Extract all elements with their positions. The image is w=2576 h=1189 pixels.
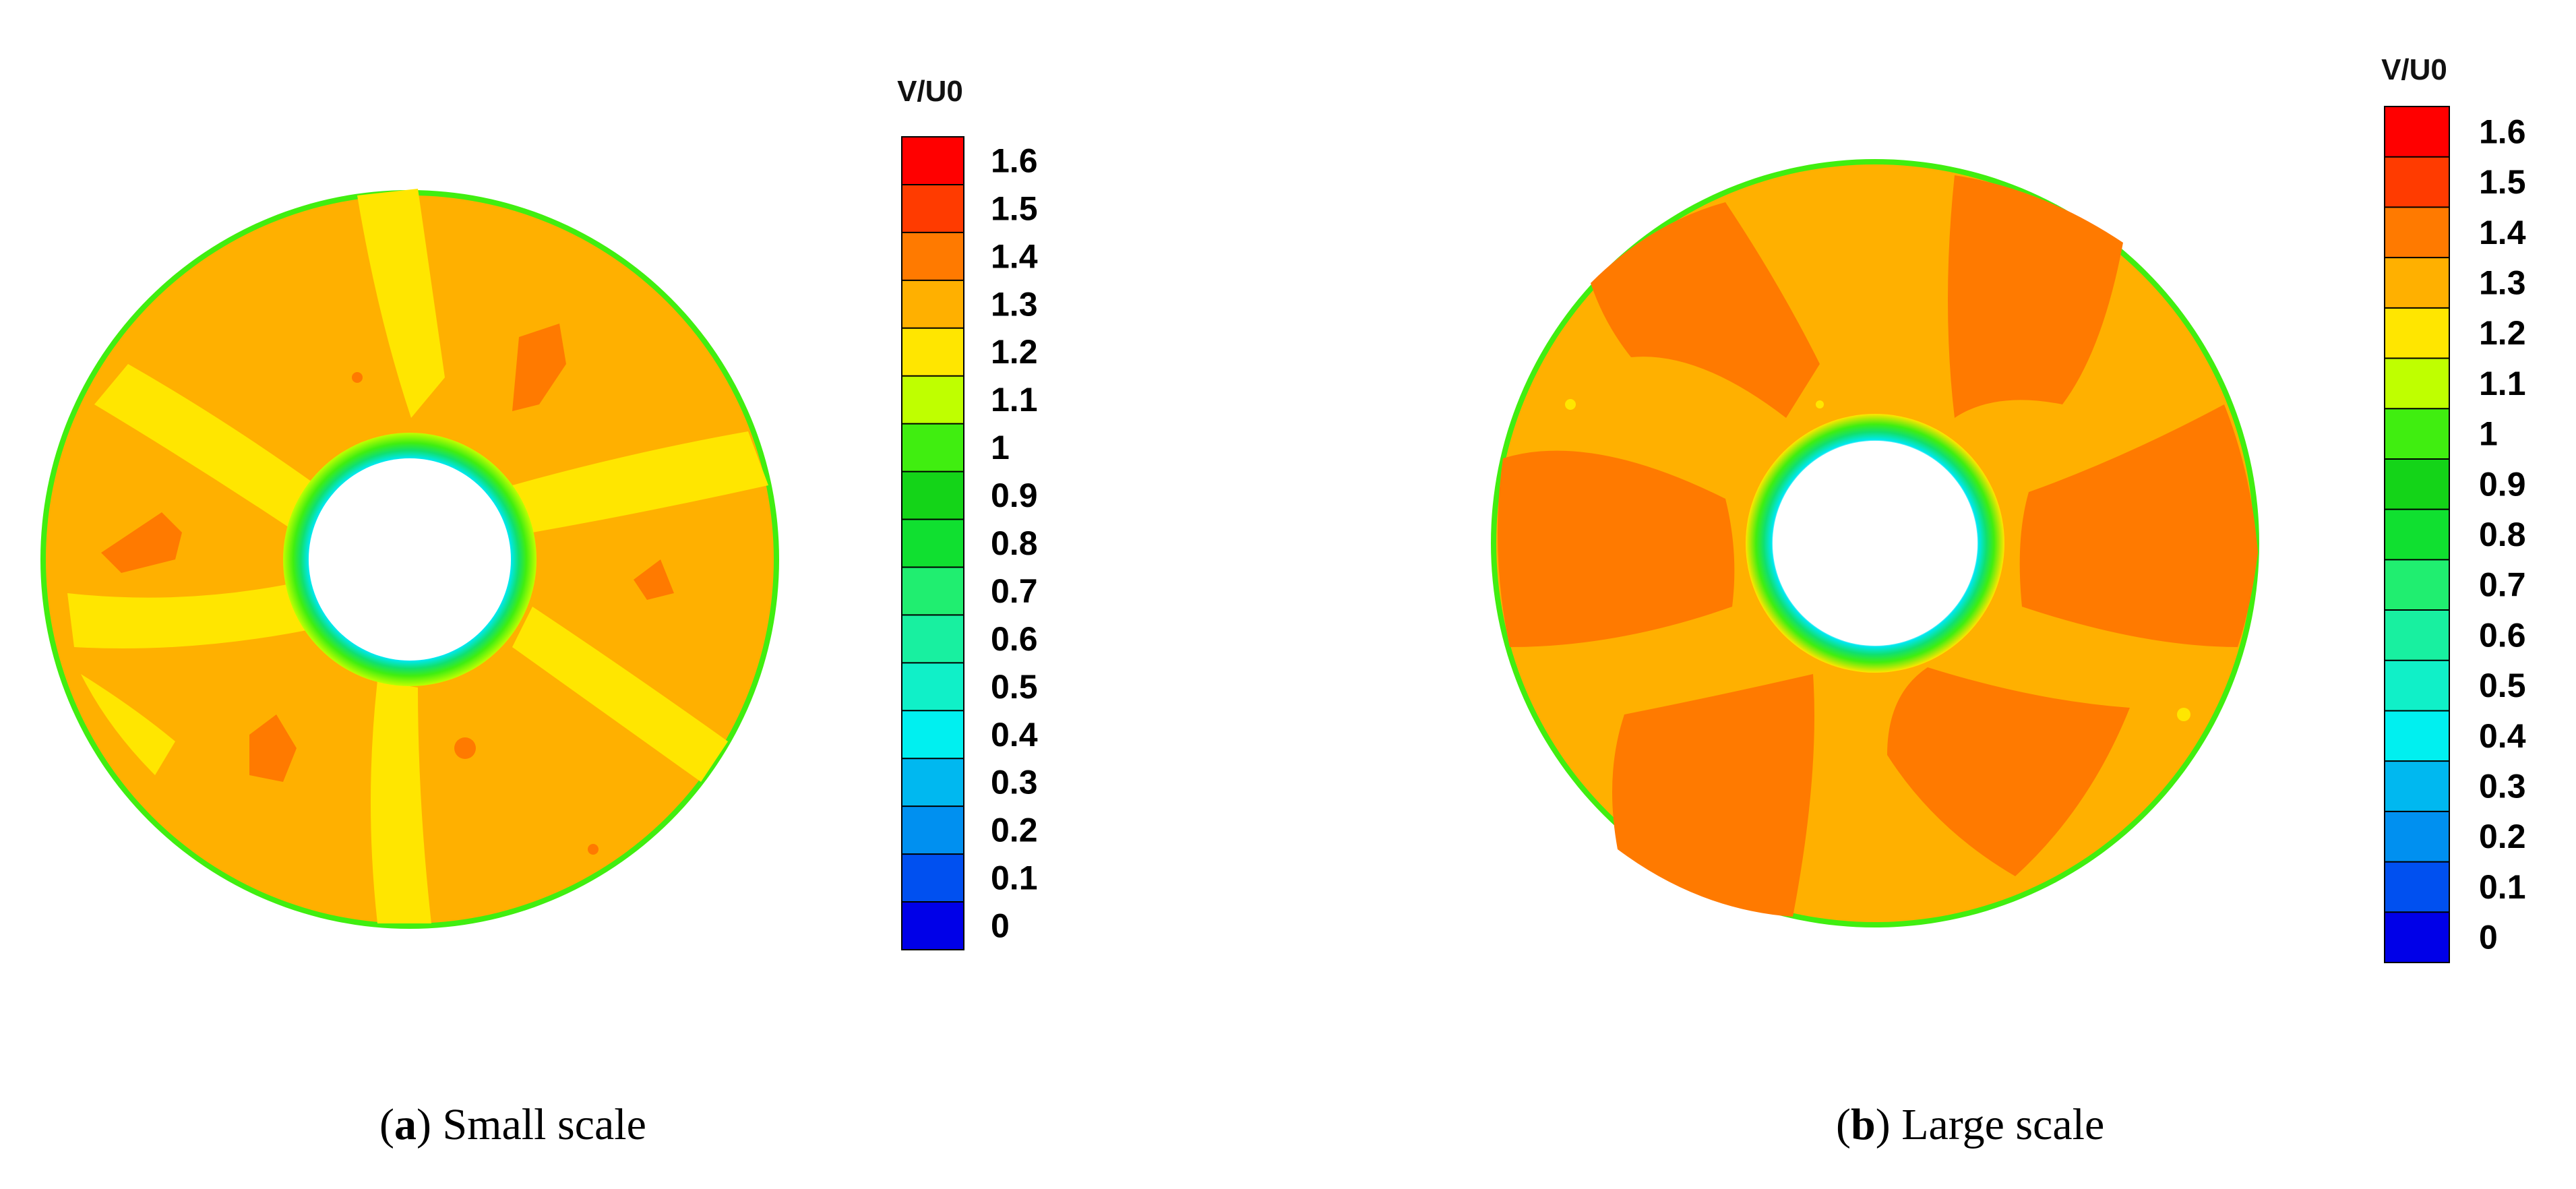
colorbar-tick-label: 0.5 <box>2479 667 2526 704</box>
colorbar-tick-label: 1.2 <box>991 333 1038 371</box>
colorbar-tick-label: 1.4 <box>2479 214 2526 251</box>
colorbar-tick-label: 0.3 <box>991 764 1038 801</box>
colorbar-tick-label: 0.8 <box>991 524 1038 562</box>
colorbar-tick-label: 0 <box>2479 919 2498 956</box>
colorbar-border <box>901 136 964 950</box>
colorbar-tick-label: 0.7 <box>991 572 1038 610</box>
colorbar-swatch <box>2385 559 2449 611</box>
hub-hole-a <box>309 458 511 661</box>
colorbar-swatch <box>902 519 964 568</box>
colorbar-swatch <box>902 184 964 233</box>
colorbar-swatch <box>2385 861 2449 913</box>
velocity-bands-a <box>67 189 768 923</box>
colorbar-tick-label: 1.1 <box>2479 365 2526 402</box>
colorbar-tick-label: 1.2 <box>2479 314 2526 352</box>
contour-plot-b <box>1491 159 2259 927</box>
colorbar-tick-label: 0.4 <box>991 716 1038 754</box>
colorbar-tick-label: 1.6 <box>991 142 1038 179</box>
colorbar-swatch <box>902 854 964 903</box>
contour-plot-a <box>40 189 779 929</box>
colorbar-b: V/U0 1.6 1.5 1.4 1.3 1.2 1.1 1 0.9 0.8 0.7 0.6 0.5 0… <box>2381 53 2526 963</box>
colorbar-swatch <box>902 710 964 759</box>
colorbar-swatch <box>2385 156 2449 208</box>
colorbar-swatch <box>2385 358 2449 409</box>
colorbar-swatch <box>2385 257 2449 309</box>
colorbar-swatch <box>2385 106 2449 158</box>
colorbar-tick-label: 0.9 <box>2479 465 2526 503</box>
colorbar-swatch <box>902 280 964 329</box>
caption-label: Small scale <box>442 1100 646 1149</box>
colorbar-swatch <box>2385 660 2449 711</box>
colorbar-swatch <box>902 902 964 950</box>
colorbar-tick-label: 0.8 <box>2479 516 2526 553</box>
colorbar-title: V/U0 <box>2381 53 2447 86</box>
colorbar-swatch <box>902 375 964 425</box>
colorbar-swatch <box>902 232 964 281</box>
colorbar-tick-label: 0.2 <box>991 812 1038 849</box>
colorbar-tick-label: 0.9 <box>991 477 1038 514</box>
colorbar-tick-label: 0.2 <box>2479 818 2526 855</box>
caption-a: (a) Small scale <box>379 1100 646 1149</box>
colorbar-tick-label: 1.3 <box>991 285 1038 323</box>
colorbar-swatch <box>2385 307 2449 359</box>
colorbar-a: V/U0 1.6 1.5 1.4 1.3 1.2 1.1 1 0.9 0.8 0.7 0.6 0.5 0… <box>897 75 1038 950</box>
velocity-bands-b <box>1498 175 2258 917</box>
colorbar-swatches <box>901 136 964 950</box>
velocity-spots-a <box>101 324 674 855</box>
colorbar-tick-label: 1.5 <box>991 189 1038 227</box>
colorbar-swatch <box>2385 509 2449 560</box>
colorbar-tick-label: 0.1 <box>2479 868 2526 906</box>
colorbar-tick-label: 0.6 <box>991 620 1038 658</box>
colorbar-swatch <box>902 137 964 185</box>
colorbar-tick-labels: 1.6 1.5 1.4 1.3 1.2 1.1 1 0.9 0.8 0.7 0.6 0.5 0.4 0.3… <box>2479 113 2526 956</box>
caption-label: Large scale <box>1901 1100 2104 1149</box>
colorbar-tick-label: 1.4 <box>991 237 1038 275</box>
colorbar-tick-label: 0.6 <box>2479 616 2526 654</box>
colorbar-swatch <box>902 328 964 377</box>
colorbar-swatch <box>902 758 964 807</box>
caption-b: (b) Large scale <box>1836 1100 2104 1149</box>
colorbar-tick-label: 1.6 <box>2479 113 2526 150</box>
colorbar-tick-label: 0.1 <box>991 859 1038 897</box>
colorbar-swatch <box>2385 458 2449 510</box>
colorbar-tick-label: 1 <box>2479 415 2498 453</box>
velocity-spots-b <box>1565 399 2190 721</box>
colorbar-title: V/U0 <box>897 75 963 108</box>
colorbar-tick-label: 0.5 <box>991 668 1038 706</box>
colorbar-swatches <box>2384 106 2450 963</box>
colorbar-tick-label: 0.4 <box>2479 717 2526 755</box>
colorbar-swatch <box>2385 610 2449 661</box>
colorbar-tick-labels: 1.6 1.5 1.4 1.3 1.2 1.1 1 0.9 0.8 0.7 0.6 0.5 0.4 0.3… <box>991 142 1038 944</box>
colorbar-swatch <box>902 423 964 472</box>
colorbar-swatch <box>2385 761 2449 812</box>
colorbar-swatch <box>902 615 964 663</box>
colorbar-swatch <box>2385 408 2449 460</box>
caption-letter: a <box>394 1100 417 1149</box>
colorbar-tick-label: 1.5 <box>2479 163 2526 201</box>
hub-hole-b <box>1773 441 1977 646</box>
colorbar-border <box>2384 106 2450 963</box>
colorbar-tick-label: 0.7 <box>2479 566 2526 604</box>
caption-letter: b <box>1851 1100 1876 1149</box>
colorbar-swatch <box>902 663 964 711</box>
colorbar-tick-label: 1.1 <box>991 381 1038 419</box>
colorbar-swatch <box>2385 811 2449 863</box>
colorbar-swatch <box>2385 207 2449 258</box>
colorbar-swatch <box>902 806 964 855</box>
colorbar-swatch <box>2385 912 2449 963</box>
colorbar-tick-label: 1 <box>991 429 1010 466</box>
colorbar-tick-label: 0.3 <box>2479 768 2526 805</box>
colorbar-swatch <box>902 471 964 520</box>
colorbar-tick-label: 1.3 <box>2479 264 2526 301</box>
colorbar-swatch <box>902 567 964 615</box>
colorbar-tick-label: 0 <box>991 907 1010 945</box>
colorbar-swatch <box>2385 710 2449 762</box>
